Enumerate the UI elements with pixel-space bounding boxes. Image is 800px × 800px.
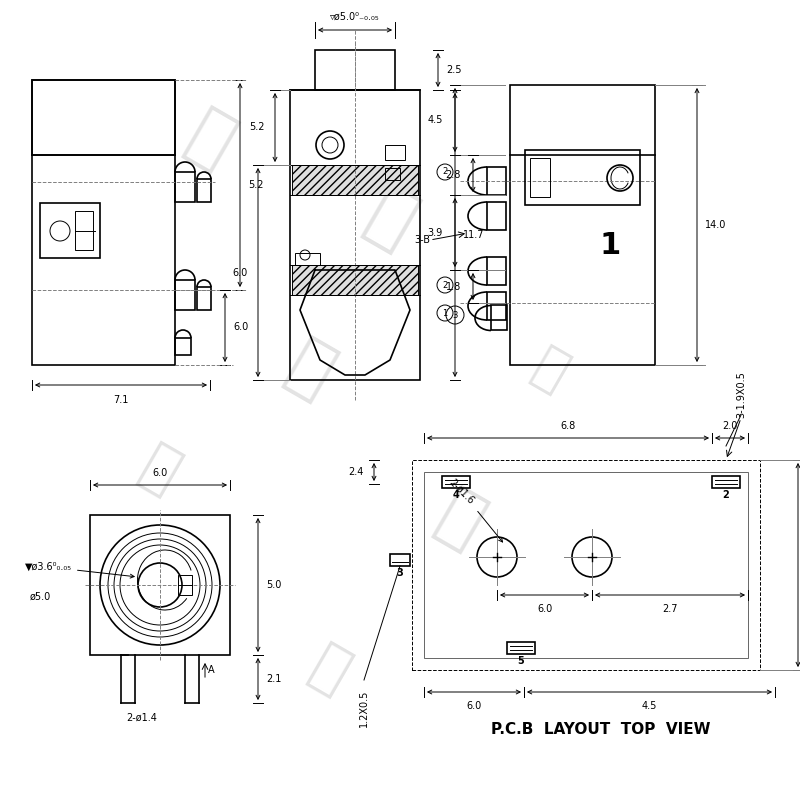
Text: 11.7: 11.7 (463, 230, 485, 240)
Bar (525, 150, 640, 205)
Bar (40, 203, 100, 258)
Text: 镶: 镶 (130, 437, 190, 503)
Text: 2-ø1.6: 2-ø1.6 (447, 478, 502, 542)
Bar (197, 287, 211, 310)
Text: 1: 1 (442, 309, 448, 318)
Bar (75, 211, 93, 250)
Text: 3: 3 (397, 568, 403, 578)
Text: 5: 5 (518, 656, 524, 666)
Text: 6.0: 6.0 (233, 267, 248, 278)
Text: 电: 电 (301, 637, 359, 703)
Text: 2.0: 2.0 (722, 421, 738, 431)
Text: 6.0: 6.0 (152, 468, 168, 478)
Bar (175, 338, 191, 355)
Text: 2.4: 2.4 (349, 467, 364, 477)
Bar (385, 168, 400, 180)
Text: 电: 电 (275, 330, 345, 410)
Text: 5.2: 5.2 (250, 122, 265, 133)
Text: 1.8: 1.8 (446, 282, 461, 291)
Text: 6.8: 6.8 (560, 421, 576, 431)
Bar (292, 165, 418, 195)
Text: 链: 链 (523, 339, 577, 401)
Bar (507, 642, 535, 654)
Bar (175, 280, 195, 310)
Text: ø5.0: ø5.0 (30, 592, 51, 602)
Bar (315, 50, 395, 90)
Bar (390, 554, 410, 566)
Text: 7.1: 7.1 (114, 395, 129, 405)
Text: 6.0: 6.0 (466, 701, 482, 711)
Text: 2: 2 (442, 167, 448, 177)
Text: ▼ø3.6⁰₀.₀₅: ▼ø3.6⁰₀.₀₅ (25, 562, 134, 578)
Text: 3-B: 3-B (414, 235, 430, 245)
Text: 2.8: 2.8 (446, 170, 461, 180)
Text: 6.0: 6.0 (537, 604, 552, 614)
Bar (292, 265, 418, 295)
Text: 3: 3 (452, 310, 458, 319)
Text: P.C.B  LAYOUT  TOP  VIEW: P.C.B LAYOUT TOP VIEW (491, 722, 710, 738)
Bar (487, 292, 506, 320)
Text: 3-1.9X0.5: 3-1.9X0.5 (736, 371, 746, 418)
Text: 4.5: 4.5 (642, 701, 657, 711)
Text: 4.5: 4.5 (428, 115, 443, 125)
Text: 5.0: 5.0 (266, 580, 282, 590)
Bar (412, 460, 760, 670)
Text: 2-ø1.4: 2-ø1.4 (126, 713, 158, 723)
Bar (90, 515, 230, 655)
Bar (197, 179, 211, 202)
Text: 3.9: 3.9 (428, 227, 443, 238)
Bar (442, 476, 470, 488)
Text: A: A (208, 665, 214, 675)
Bar (295, 253, 320, 265)
Bar (491, 305, 507, 330)
Text: 1: 1 (599, 230, 621, 259)
Text: ▿ø5.0⁰₋₀.₀₅: ▿ø5.0⁰₋₀.₀₅ (330, 12, 380, 22)
Bar (487, 167, 506, 195)
Text: 2.1: 2.1 (266, 674, 282, 684)
Bar (487, 202, 506, 230)
Text: 1.2X0.5: 1.2X0.5 (359, 690, 369, 726)
Bar (712, 476, 740, 488)
Text: 2.7: 2.7 (662, 604, 678, 614)
Bar (487, 257, 506, 285)
Text: 2.5: 2.5 (446, 65, 462, 75)
Bar (290, 90, 420, 380)
Bar (32, 80, 175, 155)
Text: 链: 链 (354, 179, 426, 261)
Bar (530, 158, 550, 197)
Text: 6.0: 6.0 (233, 322, 248, 333)
Bar (175, 172, 195, 202)
Text: 5.2: 5.2 (248, 180, 263, 190)
Bar (178, 575, 192, 595)
Bar (32, 80, 175, 365)
Bar (424, 472, 748, 658)
Bar (385, 145, 405, 160)
Text: 14.0: 14.0 (705, 220, 726, 230)
Text: 2: 2 (442, 281, 448, 290)
Text: 镶: 镶 (175, 101, 245, 179)
Bar (510, 85, 655, 365)
Text: 子: 子 (425, 481, 495, 559)
Text: 2: 2 (722, 490, 730, 500)
Text: 4: 4 (453, 490, 459, 500)
